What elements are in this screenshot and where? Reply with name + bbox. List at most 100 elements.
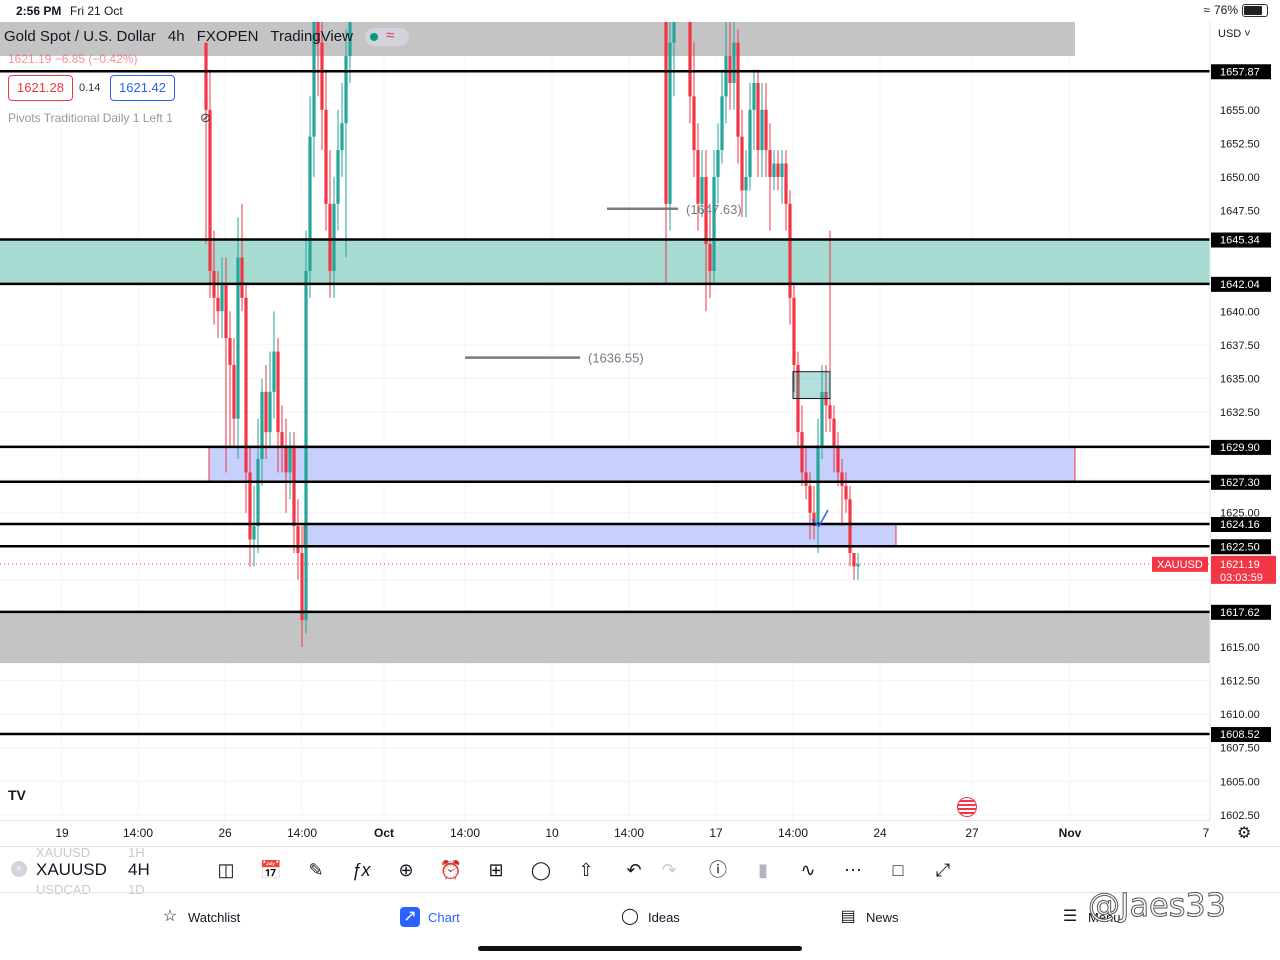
candle-body: [748, 109, 752, 177]
battery-icon: [1242, 3, 1268, 17]
tab-watchlist[interactable]: ☆ Watchlist: [160, 907, 240, 927]
tab-ideas[interactable]: ◯ Ideas: [620, 907, 680, 927]
compare-icon[interactable]: 📅: [259, 860, 283, 880]
wifi-icon: ≈: [1203, 3, 1210, 17]
candle-body: [784, 163, 788, 204]
add-icon[interactable]: ⊕: [398, 860, 414, 880]
price-tick: 1635.00: [1220, 373, 1260, 385]
rectangle-icon[interactable]: □: [892, 860, 904, 880]
candle-body: [208, 109, 212, 271]
candle-body: [316, 15, 320, 43]
time-tick: 24: [873, 826, 887, 840]
alert-icon[interactable]: ⏰: [439, 860, 463, 880]
more-icon[interactable]: ⋯: [844, 860, 862, 880]
tab-news[interactable]: ▤ News: [838, 907, 898, 927]
candle-body: [776, 163, 780, 177]
candle-body: [284, 445, 288, 473]
home-indicator: [478, 946, 802, 951]
settings-gear-icon[interactable]: ⚙: [1237, 825, 1252, 842]
time-tick: 19: [55, 826, 69, 840]
tradingview-logo-icon[interactable]: TV: [8, 787, 26, 803]
time-tick: 14:00: [613, 826, 645, 840]
symbol-selector[interactable]: XAUUSD: [36, 860, 107, 879]
indicator-label[interactable]: Pivots Traditional Daily 1 Left 1: [8, 111, 173, 125]
candle-body: [820, 391, 824, 446]
marker-box: [792, 371, 831, 400]
share-icon[interactable]: ⇧: [578, 860, 594, 880]
price-tag: [1211, 232, 1271, 248]
market-status-pill[interactable]: ≈: [365, 27, 410, 47]
status-date: Fri 21 Oct: [70, 4, 123, 18]
symbol-tag: [1152, 556, 1208, 572]
price-tag: [1211, 727, 1271, 743]
symbol-name[interactable]: Gold Spot / U.S. Dollar: [4, 28, 156, 45]
time-tick: Nov: [1058, 826, 1082, 840]
time-axis[interactable]: 19 14:00 26 14:00 Oct 14:00 10 14:00 17 14:00 24 27…: [0, 820, 1210, 845]
battery-percent: 76%: [1213, 3, 1238, 17]
tab-menu[interactable]: ☰ Menu: [1060, 907, 1121, 927]
watermark: @Jaes33: [1087, 886, 1227, 925]
price-tag-label: 1645.34: [1220, 235, 1260, 247]
candle-body: [228, 338, 232, 365]
current-price-tag: [1211, 555, 1276, 584]
info-icon[interactable]: ⓘ: [709, 860, 727, 880]
candle-body: [248, 472, 252, 540]
price-tag: [1211, 604, 1271, 620]
prev-tf-ghost: 1H: [128, 845, 145, 860]
candle-body: [752, 82, 756, 110]
next-symbol-ghost: USDCAD: [36, 882, 91, 897]
candle-body: [280, 432, 284, 446]
redo-icon[interactable]: ↷: [661, 860, 677, 880]
volume-icon[interactable]: ▮: [758, 860, 768, 880]
candle-body: [832, 418, 836, 446]
bottom-toolbar: XAUUSD 1H × XAUUSD 4H USDCAD 1D ◫ 📅 ✎ ƒx…: [0, 845, 1280, 897]
price-tick: 1640.00: [1220, 306, 1260, 318]
ideas-bulb-icon[interactable]: ◯: [530, 860, 552, 880]
candles-icon[interactable]: ◫: [217, 860, 235, 880]
candle-body: [724, 56, 728, 97]
chart-area[interactable]: (1647.63) (1636.55) 1655.00 1652.50 1650.00 1…: [0, 0, 1280, 822]
price-axis-bg: [1210, 22, 1280, 820]
candle-body: [700, 176, 704, 204]
candle-body: [240, 257, 244, 298]
wave-icon: ≈: [386, 27, 395, 45]
undo-icon[interactable]: ↶: [626, 860, 642, 880]
price-tag-label: 1622.50: [1220, 541, 1260, 553]
candle-body: [828, 405, 832, 419]
price-tag-label: 1657.87: [1220, 66, 1260, 78]
candle-body: [712, 176, 716, 271]
price-tag-label: 1608.52: [1220, 729, 1260, 741]
candle-body: [756, 82, 760, 151]
interval-label[interactable]: 4h: [167, 28, 185, 45]
fullscreen-icon[interactable]: ⤢: [935, 860, 951, 880]
chart-legend[interactable]: Gold Spot / U.S. Dollar 4h FXOPEN Tradin…: [4, 27, 417, 47]
exchange-label: FXOPEN: [196, 28, 259, 45]
layout-icon[interactable]: ⊞: [488, 860, 504, 880]
candle-body: [720, 96, 724, 151]
candle-body: [788, 203, 792, 298]
tab-bar: ☆ Watchlist ↗ Chart ◯ Ideas ▤ News ☰ Men…: [0, 892, 1280, 960]
us-event-flag-icon[interactable]: [957, 797, 977, 817]
price-chart[interactable]: (1647.63) (1636.55) 1655.00 1652.50 1650.00 1…: [0, 0, 1280, 822]
tab-label: Ideas: [648, 909, 680, 925]
hide-indicator-icon[interactable]: ⊘: [200, 110, 211, 125]
sell-button[interactable]: 1621.28: [8, 75, 73, 101]
candle-body: [704, 176, 708, 245]
currency-selector[interactable]: USD ˅: [1218, 28, 1251, 40]
zone-blue-upper: [208, 446, 1076, 483]
timeframe-selector[interactable]: 4H: [128, 860, 150, 879]
candle-body: [664, 15, 668, 204]
tab-chart[interactable]: ↗ Chart: [400, 907, 460, 927]
candle-body: [764, 109, 768, 151]
news-icon: ▤: [840, 908, 856, 925]
trend-icon[interactable]: ∿: [800, 860, 816, 880]
candle-body: [668, 42, 672, 204]
time-tick: 14:00: [777, 826, 809, 840]
candle-body: [848, 499, 852, 553]
close-symbol-icon[interactable]: ×: [11, 861, 27, 877]
candle-body: [692, 96, 696, 151]
buy-button[interactable]: 1621.42: [110, 75, 175, 101]
candle-body: [744, 176, 748, 191]
draw-icon[interactable]: ✎: [308, 860, 324, 880]
indicator-fx-icon[interactable]: ƒx: [351, 860, 371, 880]
